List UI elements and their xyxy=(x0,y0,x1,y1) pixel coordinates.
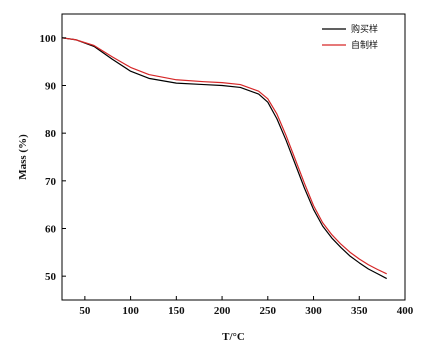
x-tick-label: 150 xyxy=(168,305,185,317)
x-tick-label: 200 xyxy=(214,305,231,317)
x-tick-label: 300 xyxy=(305,305,322,317)
axes: 50 100 150 200 250 300 350 400 50 60 70 80 90 100 xyxy=(40,13,414,317)
legend-label-2: 自制样 xyxy=(351,39,378,51)
y-tick-label: 90 xyxy=(45,81,57,93)
plot-frame xyxy=(61,13,406,301)
y-tick-label: 50 xyxy=(45,271,57,283)
y-tick-label: 80 xyxy=(45,128,57,140)
y-tick-label: 100 xyxy=(40,33,57,45)
x-axis-label: T/°C xyxy=(222,331,245,343)
x-tick-label: 100 xyxy=(122,305,139,317)
y-axis-label: Mass (%) xyxy=(17,134,29,180)
x-tick-label: 400 xyxy=(397,305,414,317)
x-tick-label: 350 xyxy=(351,305,368,317)
series-line-1 xyxy=(61,37,387,280)
x-tick-label: 50 xyxy=(79,305,91,317)
series-line-2 xyxy=(61,37,387,275)
plot-area xyxy=(61,37,387,280)
y-tick-label: 60 xyxy=(45,224,57,236)
y-tick-label: 70 xyxy=(45,176,57,188)
legend-label-1: 购买样 xyxy=(351,23,378,35)
x-tick-label: 250 xyxy=(260,305,277,317)
